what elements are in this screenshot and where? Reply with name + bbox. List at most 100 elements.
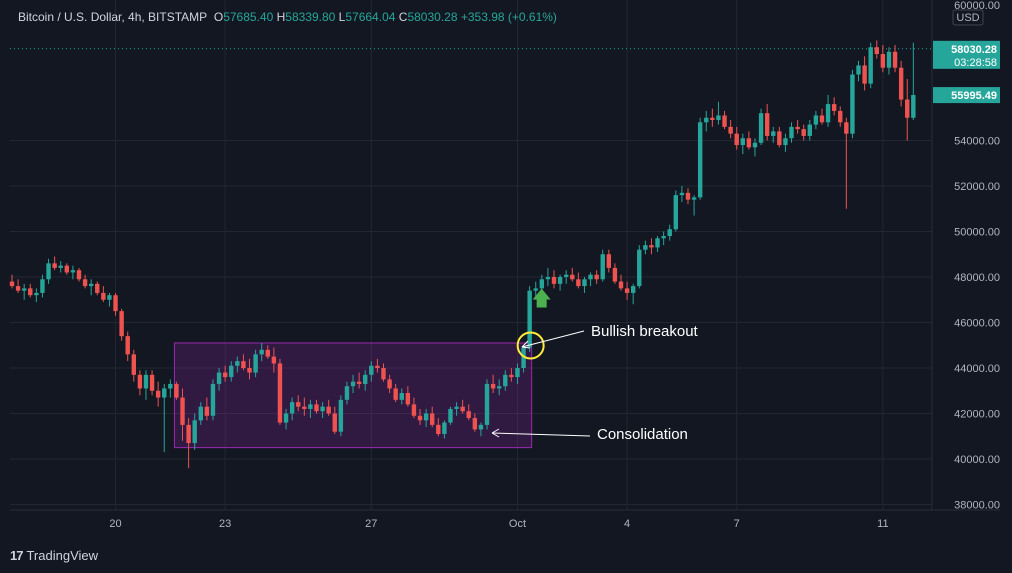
candle-body [338,399,344,432]
y-tick-label: 50000.00 [954,227,1000,239]
y-tick-label: 44000.00 [954,363,1000,375]
candle-body [101,292,106,300]
y-tick-label: 48000.00 [954,272,1000,284]
candle-body [771,131,776,136]
candle-body [235,361,240,366]
candle-body [137,374,143,389]
currency-unit-label: USD [956,12,979,24]
candle-body [801,129,806,136]
candle-body [856,65,861,75]
candle-body [52,263,57,268]
candle-body [58,265,63,268]
candle-body [819,115,825,123]
candle-body [436,424,441,434]
breakout-annotation: Bullish breakout [591,323,698,340]
close-value: 58030.28 [407,10,458,24]
candle-body [697,122,703,198]
candle-body [533,288,538,291]
candle-body [344,386,350,400]
candle-body [898,67,904,100]
candle-body [302,406,307,409]
candle-body [490,383,496,389]
candle-body [216,372,222,384]
candle-body [509,374,514,378]
x-tick-label: 27 [365,518,377,530]
candle-body [283,413,289,423]
candle-body [844,122,849,134]
candle-body [64,265,70,273]
plot-area [10,0,932,510]
tradingview-logo[interactable]: 17 TradingView [10,548,98,563]
candle-body [521,347,526,368]
candle-body [332,413,337,432]
candle-body [460,406,465,412]
candle-body [685,192,691,200]
candle-body [667,229,672,237]
price-tag-value: 58030.28 [951,44,997,56]
candle-body [807,124,812,136]
candle-body [728,126,733,134]
candle-body [113,295,118,312]
currency-unit-box[interactable] [952,9,984,26]
candle-body [838,110,843,123]
x-tick-label: 20 [109,518,121,530]
candle-body [46,263,51,280]
candle-body [155,390,161,398]
candle-body [746,138,752,148]
candle-body [393,388,398,400]
candle-body [704,117,709,123]
y-tick-label: 46000.00 [954,318,1000,330]
candle-body [277,363,283,423]
candle-body [551,277,557,284]
candle-body [143,374,149,389]
candle-body [241,361,246,368]
candle-body [643,245,648,250]
candle-body [149,374,155,391]
symbol-label: Bitcoin / U.S. Dollar, 4h, BITSTAMP [18,10,208,24]
y-tick-label: 38000.00 [954,500,1000,512]
candle-body [862,65,867,84]
candle-body [320,406,325,412]
price-tag [933,40,1000,69]
candle-body [15,286,21,291]
candle-body [9,281,15,287]
candle-body [314,404,319,412]
candle-body [204,406,210,416]
candle-body [661,236,666,239]
candle-body [655,238,660,248]
candle-body [825,104,831,123]
candle-body [624,288,630,293]
candle-body [387,379,392,389]
consolidation-zone [173,342,533,449]
candle-body [40,279,45,293]
candle-body [411,404,417,416]
candle-body [600,254,605,280]
candle-body [222,372,228,378]
candle-body [375,365,380,368]
candle-body [752,142,758,148]
candle-body [466,411,471,419]
candle-body [868,47,873,84]
candle-body [247,368,252,373]
candle-body [576,279,581,287]
candle-body [356,381,362,384]
candle-body [545,277,551,280]
candle-body [289,402,295,414]
candle-body [253,354,258,373]
candle-body [850,74,855,134]
candle-body [82,279,88,287]
candle-body [484,383,490,425]
candle-body [649,245,654,248]
candle-body [423,413,429,421]
candle-body [734,133,739,146]
candle-body [618,281,624,289]
candle-body [70,270,76,273]
x-tick-label: 7 [734,518,740,530]
candle-body [795,126,800,130]
price-tag-countdown: 03:28:58 [954,57,997,69]
candle-body [777,131,782,146]
open-value: 57685.40 [223,10,274,24]
candle-body [308,404,313,409]
candle-body [399,393,404,400]
